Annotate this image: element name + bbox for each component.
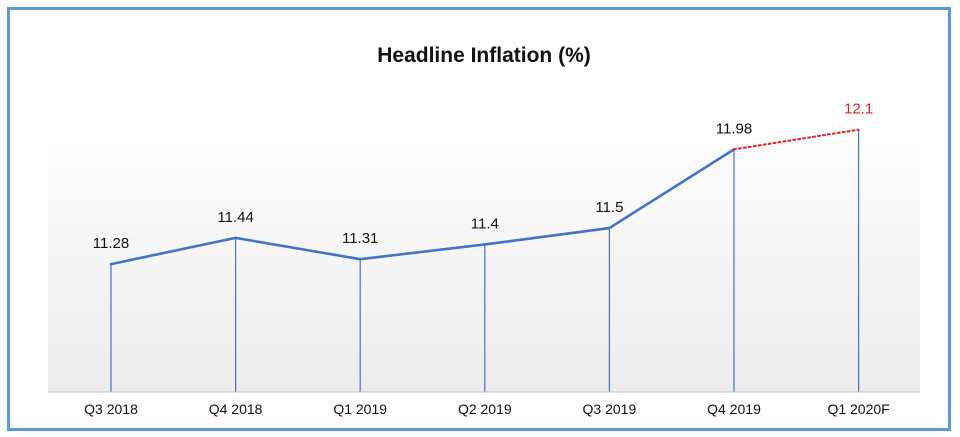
forecast-line-segment: [733, 128, 860, 151]
data-label: 12.1: [844, 101, 873, 118]
data-label: 11.5: [595, 199, 623, 216]
x-tick-label: Q1 2020F: [827, 401, 889, 417]
data-label: 11.28: [93, 235, 129, 252]
x-tick-label: Q4 2018: [209, 401, 263, 417]
series-line-segment: [109, 236, 237, 266]
series-line-segment: [483, 226, 611, 246]
series-line-segment: [358, 243, 487, 261]
series-line-segment: [608, 148, 736, 230]
data-label: 11.4: [471, 215, 499, 232]
x-tick-label: Q3 2018: [84, 401, 138, 417]
x-tick-label: Q3 2019: [583, 401, 637, 417]
plot-area: [48, 110, 920, 392]
x-tick-label: Q2 2019: [458, 401, 512, 417]
x-tick-label: Q4 2019: [707, 401, 761, 417]
data-label: 11.98: [716, 120, 752, 137]
data-label: 11.44: [217, 209, 253, 226]
chart-title: Headline Inflation (%): [377, 44, 591, 67]
data-label: 11.31: [342, 230, 378, 247]
x-tick-label: Q1 2019: [333, 401, 387, 417]
series-line-segment: [234, 236, 362, 261]
